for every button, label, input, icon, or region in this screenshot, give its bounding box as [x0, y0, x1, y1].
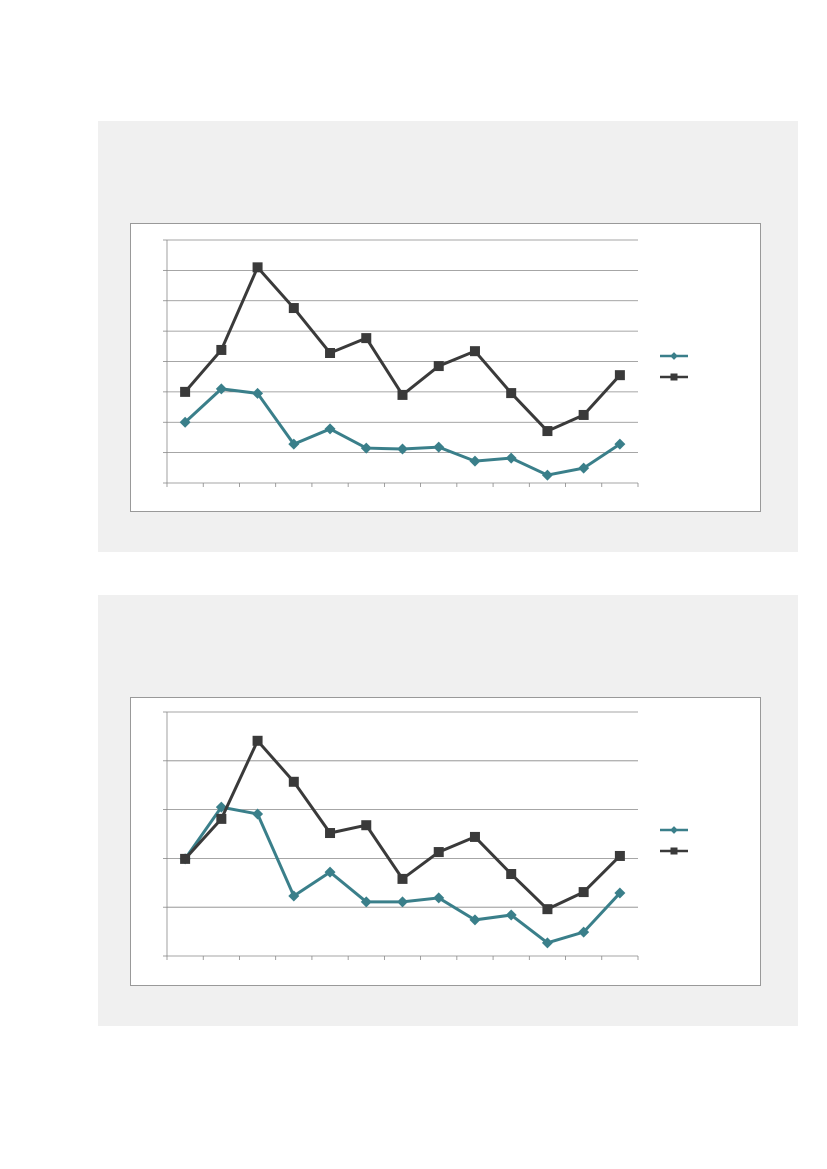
marker [541, 937, 553, 949]
marker [542, 904, 553, 915]
chart-frame [130, 697, 761, 986]
marker [288, 438, 300, 450]
marker [397, 873, 408, 884]
marker [252, 262, 263, 273]
marker [360, 442, 372, 454]
marker [433, 892, 445, 904]
marker [252, 808, 264, 820]
marker [288, 776, 299, 787]
marker [614, 438, 626, 450]
marker [397, 896, 408, 908]
legend-marker [670, 373, 678, 381]
marker [433, 361, 444, 372]
marker [288, 890, 300, 902]
marker [506, 388, 517, 399]
marker [252, 387, 264, 399]
marker [180, 386, 191, 397]
marker [361, 333, 372, 344]
marker [288, 303, 299, 314]
marker [180, 853, 191, 864]
legend-marker [670, 826, 678, 834]
marker [324, 866, 336, 878]
marker [469, 914, 481, 926]
marker [216, 813, 227, 824]
marker [469, 346, 480, 357]
legend-marker [670, 352, 678, 360]
marker [215, 383, 227, 395]
marker [506, 869, 517, 880]
marker [216, 344, 227, 355]
chart-frame [130, 223, 761, 512]
marker [578, 409, 589, 420]
legend-marker [670, 847, 678, 855]
marker [325, 828, 336, 839]
marker [360, 896, 372, 908]
marker [324, 423, 336, 435]
marker [325, 347, 336, 358]
marker [397, 443, 408, 455]
marker [433, 847, 444, 858]
marker [578, 887, 589, 898]
marker [179, 416, 191, 428]
marker [433, 441, 445, 453]
marker [542, 426, 553, 437]
marker [541, 469, 553, 481]
marker [252, 735, 263, 746]
marker [397, 389, 408, 400]
marker [614, 850, 625, 861]
marker [578, 462, 590, 474]
marker [614, 370, 625, 381]
marker [505, 909, 517, 921]
marker [469, 831, 480, 842]
marker [614, 887, 626, 899]
marker [361, 820, 372, 831]
marker [469, 455, 481, 467]
marker [578, 926, 590, 938]
marker [505, 452, 517, 464]
